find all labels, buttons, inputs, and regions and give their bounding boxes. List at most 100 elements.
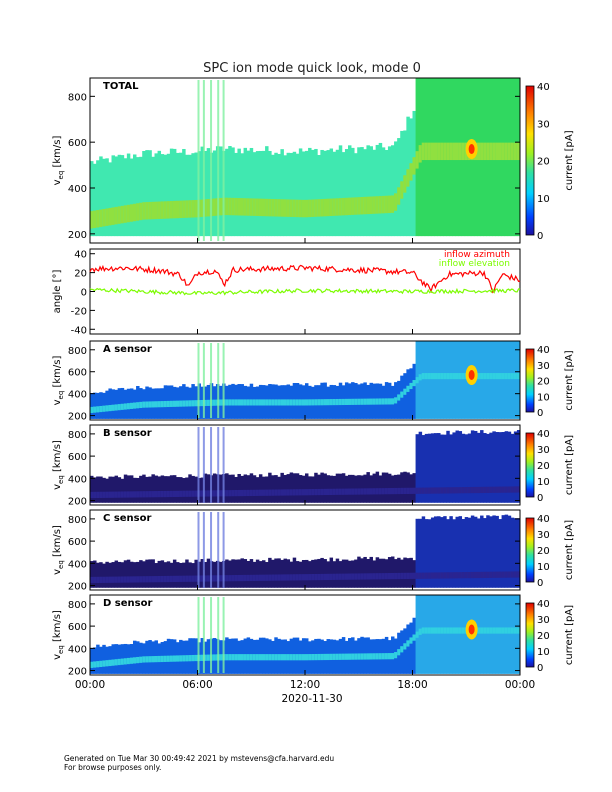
spectrum-column [486,341,490,419]
spectrum-column [194,476,198,503]
core-beam [434,373,438,380]
spectrum-column [461,519,466,588]
core-beam [427,627,432,634]
colorbar-tick-label: 0 [537,231,543,242]
core-beam [160,655,165,663]
spectrum-column [126,559,131,588]
core-beam [102,576,106,583]
core-beam [311,654,315,661]
spectrum-column [338,473,343,503]
core-beam [366,488,370,495]
core-beam [357,573,361,580]
y-tick-label: 800 [68,346,87,357]
core-beam [498,627,502,634]
y-tick-label: 200 [68,230,87,241]
core-beam [489,627,493,634]
core-beam [169,655,174,662]
core-beam [510,142,515,161]
y-axis-label: veq [km/s] [52,440,65,490]
core-beam [344,488,349,495]
core-beam [323,399,327,406]
y-tick-label: 600 [68,138,87,149]
spectrum-column [191,563,195,588]
core-beam [418,572,423,579]
core-beam [225,575,229,582]
core-beam [268,399,272,406]
core-beam [354,398,358,405]
core-beam [163,400,168,408]
footer: Generated on Tue Mar 30 00:49:42 2021 by… [64,754,334,772]
colorbar-tick-label: 30 [537,445,550,456]
spectrum-column [160,154,165,237]
angle-y-tick-label: 0 [81,288,87,299]
core-beam [172,490,177,498]
spectrum-column [486,433,490,503]
core-beam [507,627,512,634]
core-beam [308,574,312,581]
y-tick-label: 200 [68,412,87,423]
spectrum-column [188,474,192,503]
spectrum-column [455,516,459,588]
spectrum-column [477,341,481,419]
spectrum-column [372,149,377,237]
spectrum-column [108,476,112,503]
core-beam [246,574,251,582]
spectrum-column [157,560,162,588]
core-beam [486,627,490,634]
spectrum-column [295,153,300,237]
spectrum-column [129,561,134,588]
spectrum-column [421,595,426,674]
spectrum-column [421,341,426,419]
spectrum-column [234,476,238,503]
core-beam [228,490,232,497]
spectrum-column [369,146,373,237]
core-beam [200,654,205,661]
core-beam [93,210,97,229]
core-beam [375,488,380,495]
core-beam [295,399,300,406]
core-beam [169,400,174,407]
core-beam [237,489,241,497]
colorbar-tick-label: 40 [537,345,550,356]
spectrum-column [480,341,484,419]
spectrum-column [351,147,355,237]
core-beam [378,653,383,660]
core-beam [455,487,459,494]
core-beam [504,142,509,161]
angle-y-label: angle [°] [52,270,63,314]
spectrum-column [434,595,438,674]
core-beam [191,200,195,218]
spectrum-column [344,149,349,237]
spectrum-column [274,558,278,588]
core-beam [424,572,429,579]
core-beam [289,199,294,217]
core-beam [249,489,254,497]
core-beam [99,491,103,498]
core-beam [163,575,168,583]
y-axis-label: veq [km/s] [52,136,65,186]
spectrum-column [483,518,487,588]
spectrum-column [102,644,106,674]
colorbar-tick-label: 20 [537,377,550,388]
core-beam [461,373,466,380]
spectrum-column [289,152,294,237]
spectrum-column [102,477,106,503]
spectrum-column [403,471,407,503]
spectrum-column [446,430,450,503]
core-beam [498,486,502,493]
core-beam [169,575,174,583]
core-beam [228,654,232,661]
core-beam [157,401,162,408]
spectrum-column [96,392,100,419]
core-beam [372,196,377,214]
core-beam [510,627,515,634]
core-beam [486,142,490,161]
spectrum-column [203,562,208,588]
core-beam [455,572,459,579]
core-beam [277,574,281,581]
core-beam [378,398,383,405]
core-beam [357,653,361,660]
core-beam [480,142,484,161]
core-beam [231,490,235,497]
core-beam [292,574,297,581]
